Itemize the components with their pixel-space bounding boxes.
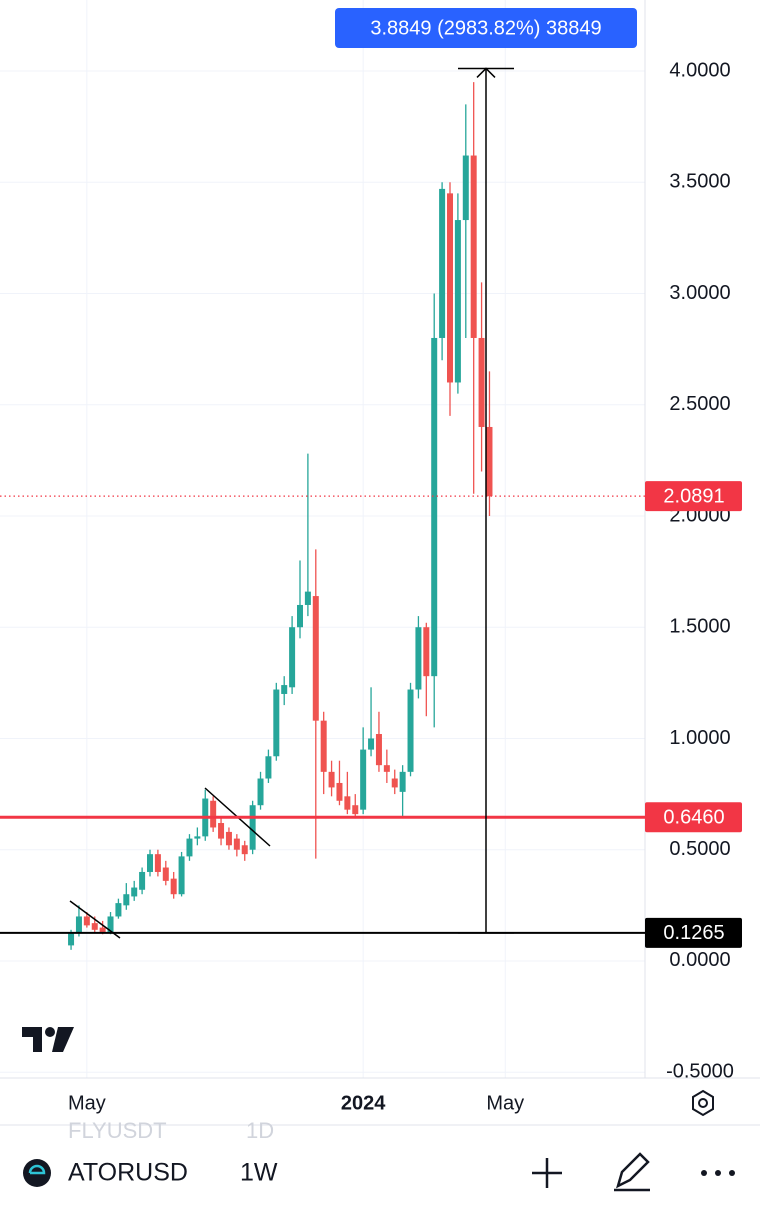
level-label-box [645,802,742,833]
candle-body [241,845,248,855]
candle-body [320,720,327,772]
y-tick-label: -0.5000 [666,1060,734,1082]
candle-body [297,604,303,628]
candle-body [115,903,122,917]
candle-body [139,871,146,890]
candle-body [399,771,406,792]
candle-body [368,738,375,750]
y-tick-label: 1.5000 [669,616,730,638]
level-label-box [645,917,742,948]
measure-arrow [476,67,496,78]
y-tick-label: 2.5000 [669,393,730,415]
candle-body [225,831,232,846]
candle-body [281,685,288,694]
candle-body [186,838,193,857]
symbol[interactable]: ATORUSD [68,1159,188,1187]
candle-body [257,778,264,806]
candle-body [439,188,446,338]
candle-body [415,627,422,690]
interval[interactable]: 1W [240,1159,278,1187]
candle-body [75,916,82,933]
y-tick-label: 0.5000 [669,838,730,860]
candle-body [131,887,138,897]
candle-body [328,771,335,788]
y-tick-label: 1.0000 [669,727,730,749]
candle-body [68,932,75,946]
candle-body [454,220,461,383]
candle-body [344,796,351,810]
draw-button[interactable] [614,1152,650,1192]
candle-body [265,756,272,779]
symbol-icon [28,1164,46,1175]
candle-body [383,765,390,772]
candle-body [304,591,311,605]
prev-interval[interactable]: 1D [246,1118,274,1143]
candle-body [486,426,493,497]
candle-body [170,878,177,895]
candle-body [210,800,217,828]
x-tick-label: May [68,1092,106,1114]
candle-body [249,805,256,850]
x-tick-label: May [486,1092,524,1114]
candle-body [360,749,367,810]
settings-icon[interactable] [692,1089,714,1117]
y-tick-label: 4.0000 [669,59,730,81]
measure-label: 3.8849 (2983.82%) 38849 [370,17,601,39]
x-axis-panel [0,1078,760,1125]
candle-body [352,805,359,815]
level-label: 0.1265 [663,922,724,944]
candle-body [154,854,161,872]
x-tick-label: 2024 [341,1092,386,1114]
candle-body [218,823,225,839]
candle-body [91,923,98,930]
candle-body [99,927,106,933]
candle-body [407,689,414,772]
candle-body [194,836,201,839]
candle-body [178,856,185,895]
settings-icon[interactable] [698,1098,708,1108]
candle-body [478,337,485,427]
candle-body [273,689,280,757]
candle-body [423,627,430,677]
logo [22,1027,74,1052]
candle-body [462,155,469,221]
candle-body [107,916,114,933]
candle-body [233,838,240,850]
last-price-label: 2.0891 [663,485,724,507]
candle-body [289,627,296,688]
y-tick-label: 0.0000 [669,949,730,971]
candle-body [147,854,153,872]
candle-body [312,596,319,721]
last-price-label-box [645,481,742,512]
candle-body [431,337,438,677]
toolbar [0,1126,760,1200]
prev-symbol[interactable]: FLYUSDT [68,1118,167,1143]
candle-body [391,778,398,788]
add-button[interactable] [532,1158,562,1188]
y-tick-label: 3.5000 [669,171,730,193]
candle-body [123,894,130,906]
candle-body [83,916,90,926]
candle-body [375,734,382,766]
measure-box [335,8,637,48]
candle-body [470,155,477,338]
more-button[interactable] [701,1170,735,1176]
candle-body [447,193,453,383]
level-label: 0.6460 [663,807,724,829]
y-tick-label: 3.0000 [669,282,730,304]
candle-body [336,782,343,801]
candle-body [162,867,169,881]
